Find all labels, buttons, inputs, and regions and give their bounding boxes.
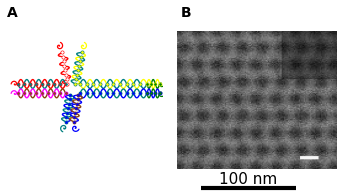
- Text: 100 nm: 100 nm: [219, 172, 278, 187]
- Text: A: A: [7, 6, 18, 20]
- Text: B: B: [180, 6, 191, 20]
